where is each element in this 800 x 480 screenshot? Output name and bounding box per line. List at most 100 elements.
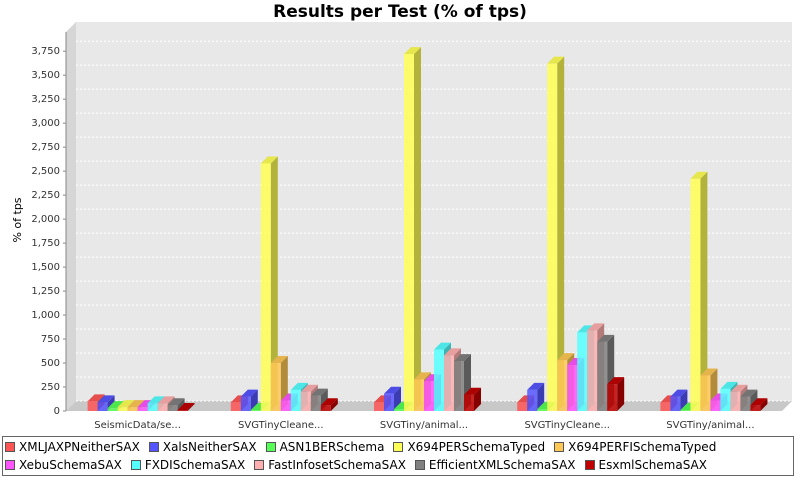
bar: [167, 405, 178, 411]
legend-label: XebuSchemaSAX: [19, 458, 122, 472]
legend-swatch: [254, 460, 265, 470]
bar: [97, 402, 108, 411]
chart-title: Results per Test (% of tps): [273, 2, 527, 22]
legend-swatch: [414, 460, 425, 470]
bar: [567, 364, 578, 411]
y-tick-label: 2,750: [31, 142, 60, 153]
legend-swatch: [130, 460, 141, 470]
bar: [280, 400, 291, 411]
legend-item: X694PERSchemaTyped: [393, 438, 545, 456]
bar: [527, 389, 538, 411]
bar-side: [414, 47, 421, 411]
bar-top: [310, 388, 328, 396]
y-tick-label: 3,250: [31, 94, 60, 105]
bar-top: [750, 398, 768, 406]
bar-side: [330, 398, 338, 411]
x-tick-label: SVGTinyCleane...: [524, 420, 609, 431]
chart: Results per Test (% of tps) % of tps 0 25…: [11, 2, 792, 431]
bar: [517, 402, 528, 411]
legend-label: EfficientXMLSchemaSAX: [428, 458, 576, 472]
y-tick-label: 1,250: [31, 286, 60, 297]
legend-item: FXDISchemaSAX: [130, 456, 245, 474]
bar: [454, 361, 464, 411]
bar-side: [557, 56, 565, 411]
bar-side: [474, 387, 481, 411]
legend-swatch: [584, 460, 595, 470]
bar: [127, 407, 138, 411]
x-tick-label: SVGTiny/animal...: [380, 420, 468, 431]
bar: [300, 391, 311, 411]
bar-side: [700, 171, 708, 411]
bar: [260, 163, 271, 411]
bar: [384, 393, 394, 411]
y-tick-label: 250: [41, 382, 60, 393]
bar: [680, 410, 691, 411]
bar: [290, 389, 301, 411]
bar: [147, 403, 158, 411]
bar: [597, 341, 608, 411]
y-tick-label: 2,000: [31, 214, 60, 225]
bar-top: [700, 368, 718, 376]
bar-top: [270, 356, 288, 364]
y-tick-label: 2,250: [31, 190, 60, 201]
bar-side: [617, 377, 625, 411]
y-axis-label: % of tps: [11, 197, 24, 242]
bar: [740, 396, 751, 411]
bar: [670, 396, 681, 411]
bar: [240, 396, 251, 411]
legend-label: X694PERSchemaTyped: [407, 440, 546, 454]
left-wall: [66, 22, 76, 411]
bar: [87, 401, 98, 411]
y-tick-label: 2,500: [31, 166, 60, 177]
bar: [710, 400, 721, 411]
legend-swatch: [393, 442, 404, 452]
bar: [690, 178, 701, 411]
bar: [750, 405, 761, 411]
bar-top: [320, 398, 338, 406]
legend-swatch: [148, 442, 159, 452]
bar: [587, 330, 598, 411]
bar: [157, 403, 168, 411]
bar-top: [240, 389, 258, 397]
bar-top: [147, 396, 165, 404]
bar-top: [527, 382, 545, 390]
bar-top: [97, 395, 115, 403]
bar: [424, 381, 434, 411]
bar-top: [547, 56, 565, 64]
bar: [414, 379, 424, 411]
y-tick-label: 3,000: [31, 118, 60, 129]
bar-top: [607, 377, 625, 385]
legend-swatch: [5, 460, 15, 470]
bar: [137, 407, 148, 411]
bar: [444, 355, 454, 411]
legend-label: FastInfosetSchemaSAX: [268, 458, 406, 472]
legend: XMLJAXPNeitherSAX XalsNeitherSAX ASN1BERSc…: [2, 436, 794, 476]
y-tick-label: 0: [54, 406, 60, 417]
bar: [374, 402, 384, 411]
bar-top: [720, 381, 738, 389]
legend-label: EsxmlSchemaSAX: [598, 458, 707, 472]
legend-item: ASN1BERSchema: [265, 438, 385, 456]
bar-top: [87, 394, 105, 402]
bar: [320, 405, 331, 411]
x-tick-label: SVGTiny/animal...: [666, 420, 754, 431]
y-tick-label: 1,750: [31, 238, 60, 249]
y-tick-label: 1,500: [31, 262, 60, 273]
legend-label: XMLJAXPNeitherSAX: [19, 440, 140, 454]
y-tick-label: 3,750: [31, 46, 60, 57]
legend-item: XebuSchemaSAX: [5, 456, 122, 474]
y-tick-label: 500: [41, 358, 60, 369]
bar-top: [300, 384, 318, 392]
legend-label: ASN1BERSchema: [279, 440, 385, 454]
legend-label: X694PERFISchemaTyped: [568, 440, 717, 454]
bar: [577, 332, 588, 411]
bar-top: [464, 387, 481, 395]
bar: [547, 63, 558, 411]
bar-top: [740, 389, 758, 397]
bar-side: [187, 403, 195, 411]
bar-top: [730, 384, 748, 392]
bar: [464, 394, 474, 411]
bar: [700, 375, 711, 411]
bar-top: [557, 353, 575, 361]
bar-top: [384, 386, 401, 394]
